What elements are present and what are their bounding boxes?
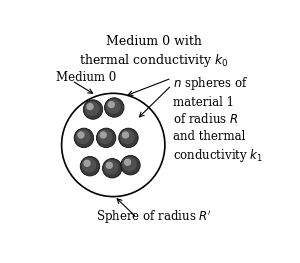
Text: Medium 0 with
thermal conductivity $k_0$: Medium 0 with thermal conductivity $k_0$	[79, 35, 229, 69]
Circle shape	[76, 130, 90, 144]
Circle shape	[106, 99, 121, 114]
Circle shape	[98, 130, 112, 144]
Circle shape	[100, 131, 107, 139]
Circle shape	[122, 131, 129, 139]
Circle shape	[77, 131, 85, 139]
Circle shape	[104, 98, 124, 117]
Circle shape	[83, 160, 91, 167]
Circle shape	[83, 100, 103, 119]
Text: $n$ spheres of
material 1
of radius $R$
and thermal
conductivity $k_1$: $n$ spheres of material 1 of radius $R$ …	[173, 75, 263, 164]
Circle shape	[122, 157, 137, 171]
Circle shape	[124, 159, 131, 166]
Circle shape	[86, 103, 94, 110]
Circle shape	[121, 155, 140, 175]
Circle shape	[85, 101, 99, 116]
Text: Sphere of radius $R'$: Sphere of radius $R'$	[96, 209, 212, 226]
Circle shape	[120, 130, 135, 144]
Circle shape	[103, 159, 122, 178]
Circle shape	[96, 128, 116, 148]
Circle shape	[106, 162, 113, 169]
Circle shape	[108, 101, 115, 108]
Circle shape	[119, 128, 138, 148]
Circle shape	[104, 160, 118, 175]
Circle shape	[80, 156, 100, 176]
Circle shape	[82, 158, 96, 173]
Text: Medium 0: Medium 0	[56, 71, 116, 84]
Circle shape	[74, 128, 94, 148]
